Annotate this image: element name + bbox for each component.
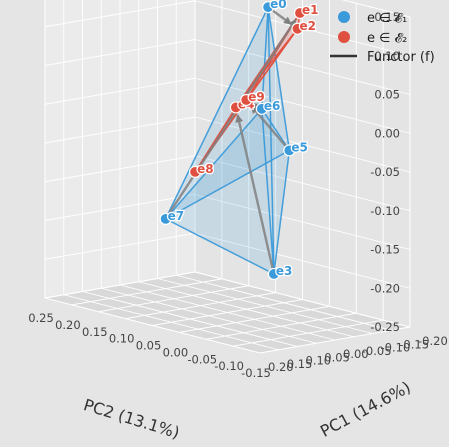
- x-axis-title: PC1 (14.6%): [317, 377, 414, 440]
- x-tick-label: -0.10: [381, 341, 411, 355]
- back-gridline: [44, 39, 196, 66]
- node-label-e1: e1: [302, 3, 319, 17]
- z-tick-label: -0.10: [370, 204, 400, 218]
- back-gridline: [194, 116, 411, 173]
- edge-e2-e9: [245, 28, 299, 101]
- node-e2: [291, 22, 304, 35]
- y-tick-label: 0.25: [28, 311, 54, 325]
- floor-gridline: [152, 299, 303, 326]
- x-tick-label: 0.00: [343, 347, 369, 361]
- edge-e3-e7: [165, 218, 275, 275]
- functor-arrow-e3-e4: [235, 114, 276, 275]
- node-e3: [267, 267, 280, 281]
- functor-arrow-e7-e1: [164, 18, 297, 220]
- edge-e3-e5: [273, 150, 291, 275]
- floor-gridline: [194, 271, 411, 328]
- edge-e0-e3: [267, 7, 275, 274]
- node-label-e2: e2: [300, 19, 317, 33]
- z-tick-label: 0.05: [374, 88, 400, 102]
- hull-face-e1: [165, 7, 274, 274]
- node-label-e6: e6: [264, 99, 281, 113]
- node-label-e5: e5: [291, 140, 308, 154]
- back-gridline: [44, 0, 196, 28]
- y-axis-title: PC2 (13.1%): [81, 395, 182, 442]
- legend-label-e2: e ∈ 𝓔₂: [367, 31, 407, 46]
- x-tick-label: 0.20: [268, 360, 294, 374]
- node-e4: [229, 101, 242, 114]
- z-tick-label: -0.05: [370, 165, 400, 179]
- node-label-e9: e9: [248, 90, 265, 104]
- z-tick-label: -0.25: [370, 320, 400, 334]
- y-tick-label: -0.05: [187, 352, 217, 366]
- x-tick-label: 0.10: [306, 354, 332, 368]
- floor-gridline: [157, 278, 373, 334]
- edge-e0-e6: [261, 7, 269, 109]
- x-tick-label: -0.05: [362, 344, 392, 358]
- hull-face-e1: [268, 7, 290, 274]
- floor-gridline: [98, 285, 249, 313]
- floor-gridline: [71, 278, 222, 306]
- back-gridline: [194, 39, 411, 95]
- node-e6: [255, 102, 268, 115]
- back-gridline: [341, 0, 411, 18]
- edge-e3-e6: [261, 108, 275, 274]
- back-gridline: [44, 116, 196, 144]
- z-tick-label: 0.15: [374, 10, 400, 24]
- y-tick-label: 0.05: [136, 339, 162, 353]
- node-e7: [159, 212, 172, 225]
- z-tick-label: 0.00: [374, 126, 400, 140]
- y-tick-label: 0.10: [109, 332, 135, 346]
- node-label-e3: e3: [276, 264, 293, 278]
- back-gridline: [194, 77, 411, 134]
- graph-nodes: e0e3e5e6e7e1e2e4e8e9: [159, 0, 320, 281]
- node-e9: [240, 93, 253, 107]
- y-tick-label: 0.15: [82, 325, 108, 339]
- floor-gridline: [138, 281, 354, 338]
- legend-marker-e2: [338, 31, 350, 43]
- axes-grid: [44, 0, 411, 354]
- node-label-e7: e7: [168, 209, 185, 223]
- node-label-e0: e0: [270, 0, 287, 11]
- back-gridline: [44, 77, 196, 105]
- floor-gridline: [125, 292, 276, 320]
- y-tick-label: -0.10: [214, 359, 244, 373]
- y-tick-label: 0.00: [163, 345, 189, 359]
- x-tick-label: 0.05: [324, 350, 350, 364]
- tick-labels: -0.25-0.20-0.15-0.10-0.050.000.050.100.1…: [28, 10, 448, 380]
- legend-label-functor: Functor (f): [367, 50, 435, 65]
- legend-marker-e1: [338, 11, 350, 23]
- legend-label-e1: e ∈ 𝓔₁: [367, 11, 407, 26]
- edge-e0-e7: [164, 6, 269, 220]
- y-tick-label: -0.15: [241, 366, 271, 380]
- hull-face-e1: [165, 108, 290, 219]
- node-e8: [189, 165, 202, 178]
- x-tick-label: -0.20: [418, 334, 448, 348]
- edge-e0-e5: [267, 7, 291, 151]
- y-tick-label: 0.20: [55, 318, 81, 332]
- z-tick-label: -0.15: [370, 243, 400, 257]
- node-label-e8: e8: [197, 162, 214, 176]
- functor-arrow-e5-e9: [250, 105, 291, 152]
- floor-gridline: [176, 274, 392, 331]
- edge-e5-e7: [165, 149, 290, 220]
- x-tick-label: -0.15: [399, 337, 429, 351]
- x-tick-label: 0.15: [287, 357, 313, 371]
- node-e1: [293, 6, 307, 20]
- node-e0: [262, 1, 275, 14]
- node-e5: [283, 144, 296, 157]
- floor-gridline: [44, 271, 196, 299]
- z-tick-label: 0.10: [374, 49, 400, 63]
- edge-e6-e7: [165, 108, 263, 220]
- z-tick-label: -0.20: [370, 281, 400, 295]
- legend: e ∈ 𝓔₁ e ∈ 𝓔₂ Functor (f): [330, 11, 435, 65]
